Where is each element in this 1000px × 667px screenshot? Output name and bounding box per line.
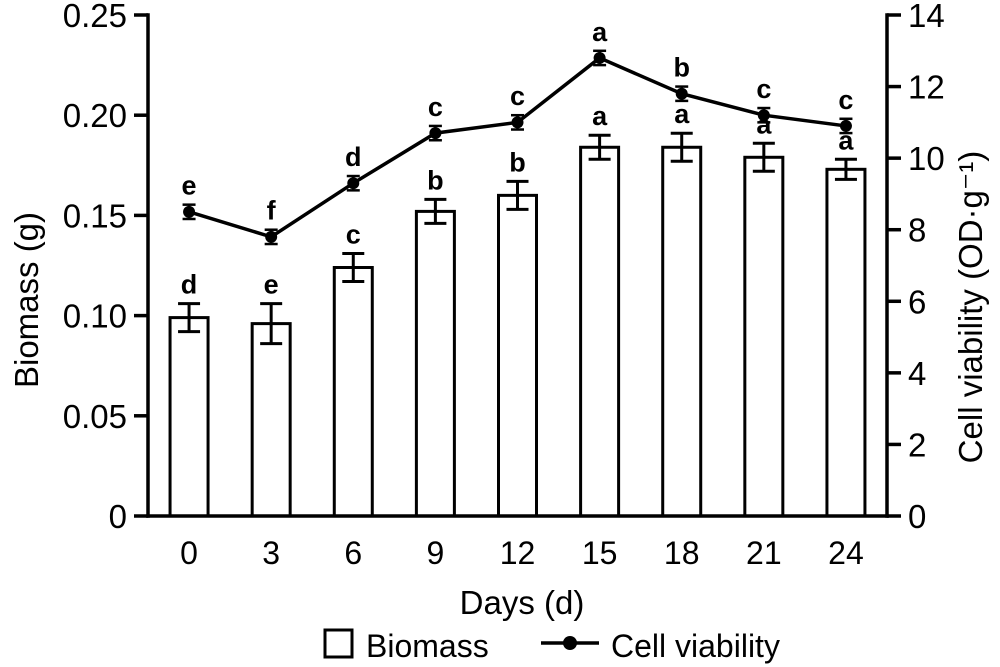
- bar-sig-letter-day-0: d: [181, 270, 198, 300]
- right-tick-label-12: 12: [908, 69, 945, 106]
- line-sig-letter-day-15: a: [592, 17, 608, 47]
- right-axis-title: Cell viability (OD·g⁻¹): [952, 151, 989, 464]
- x-tick-label-9: 9: [426, 535, 444, 571]
- left-tick-label-0.10: 0.10: [63, 298, 127, 335]
- x-tick-label-18: 18: [664, 535, 700, 571]
- right-tick-label-4: 4: [908, 355, 926, 392]
- bar-day-18: [661, 145, 703, 518]
- right-tick-label-14: 14: [908, 0, 945, 34]
- x-tick-label-0: 0: [180, 535, 198, 571]
- line-point-day-6: [347, 177, 360, 190]
- left-axis-title: Biomass (g): [8, 212, 45, 388]
- line-point-day-21: [757, 109, 770, 122]
- bar-day-0: [168, 316, 210, 518]
- bar-day-3: [250, 322, 292, 518]
- line-sig-letter-day-0: e: [182, 171, 197, 201]
- line-sig-letter-day-18: b: [673, 53, 690, 83]
- line-point-day-0: [183, 205, 196, 218]
- x-tick-label-12: 12: [500, 535, 536, 571]
- left-tick-label-0.05: 0.05: [63, 398, 127, 435]
- line-sig-letter-day-3: f: [267, 196, 277, 226]
- line-sig-letter-day-12: c: [510, 81, 525, 111]
- left-tick-label-0: 0: [109, 498, 127, 535]
- legend-viability-label: Cell viability: [611, 628, 780, 664]
- legend-biomass-swatch-icon: [323, 628, 354, 659]
- bar-day-15: [579, 145, 621, 518]
- right-tick-label-8: 8: [908, 212, 926, 249]
- x-axis-title: Days (d): [460, 584, 585, 621]
- legend-viability-marker-icon: [541, 636, 599, 650]
- x-tick-label-3: 3: [262, 535, 280, 571]
- bar-sig-letter-day-18: a: [674, 99, 690, 129]
- bar-sig-letter-day-9: b: [427, 165, 444, 195]
- bar-day-21: [743, 155, 785, 518]
- bar-day-24: [825, 167, 867, 518]
- bar-sig-letter-day-12: b: [509, 147, 526, 177]
- bar-day-6: [332, 266, 374, 518]
- line-sig-letter-day-9: c: [428, 92, 443, 122]
- x-tick-label-15: 15: [582, 535, 618, 571]
- right-tick-label-2: 2: [908, 426, 926, 463]
- legend-biomass-label: Biomass: [366, 628, 489, 664]
- left-tick-label-0.25: 0.25: [63, 0, 127, 34]
- line-point-day-15: [593, 51, 606, 64]
- line-point-day-3: [265, 230, 278, 243]
- line-point-day-24: [839, 119, 852, 132]
- right-tick-label-0: 0: [908, 498, 926, 535]
- left-tick-label-0.20: 0.20: [63, 97, 127, 134]
- line-point-day-9: [429, 127, 442, 140]
- right-tick-label-6: 6: [908, 283, 926, 320]
- bar-sig-letter-day-15: a: [592, 101, 608, 131]
- right-tick-label-10: 10: [908, 140, 945, 177]
- x-tick-label-6: 6: [344, 535, 362, 571]
- bar-sig-letter-day-6: c: [346, 219, 361, 249]
- bar-day-9: [414, 209, 456, 518]
- line-sig-letter-day-24: c: [838, 85, 853, 115]
- line-sig-letter-day-6: d: [345, 142, 362, 172]
- line-point-day-12: [511, 116, 524, 129]
- bar-day-12: [497, 193, 538, 518]
- x-tick-label-21: 21: [746, 535, 782, 571]
- legend: Biomass Cell viability: [323, 628, 780, 664]
- line-point-day-18: [675, 87, 688, 100]
- line-sig-letter-day-21: c: [756, 74, 771, 104]
- bar-sig-letter-day-3: e: [264, 270, 279, 300]
- left-tick-label-0.15: 0.15: [63, 197, 127, 234]
- x-tick-label-24: 24: [828, 535, 864, 571]
